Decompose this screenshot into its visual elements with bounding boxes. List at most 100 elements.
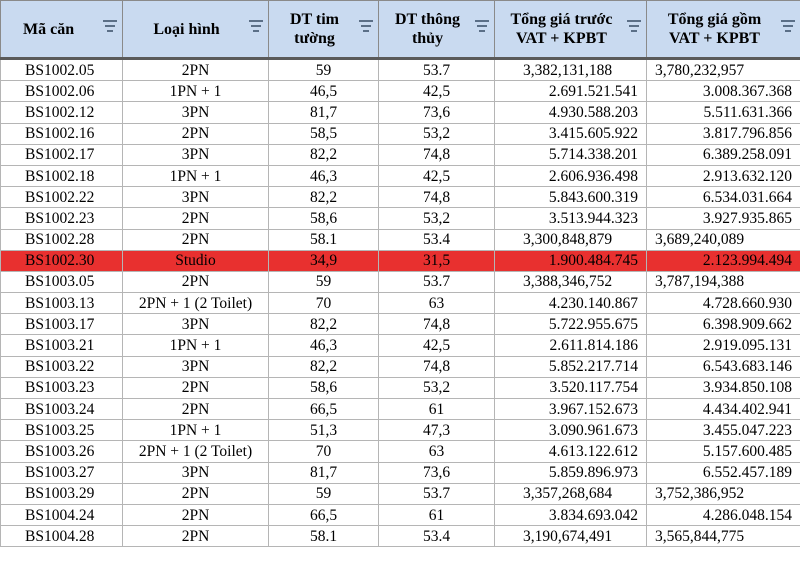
cell-ma-can[interactable]: BS1002.23: [0, 207, 123, 230]
cell-ma-can[interactable]: BS1002.12: [0, 101, 123, 124]
cell-dt-tim-tuong[interactable]: 82,2: [268, 313, 379, 336]
table-row-highlighted[interactable]: BS1002.30 Studio 34,9 31,5 1.900.484.745 2.12…: [0, 249, 800, 272]
table-row[interactable]: BS1003.23 2PN 58,6 53,2 3.520.117.754 3.934.8…: [0, 376, 800, 400]
cell-dt-tim-tuong[interactable]: 59: [268, 57, 379, 82]
cell-ma-can[interactable]: BS1002.28: [0, 228, 123, 251]
cell-loai-hinh[interactable]: 2PN + 1 (2 Toilet): [122, 440, 269, 463]
cell-gia-gom-vat[interactable]: 5.157.600.485: [646, 440, 800, 463]
cell-dt-thong-thuy[interactable]: 61: [378, 397, 495, 421]
cell-ma-can[interactable]: BS1002.30: [0, 249, 123, 272]
cell-ma-can[interactable]: BS1002.06: [0, 80, 123, 103]
cell-dt-tim-tuong[interactable]: 34,9: [268, 249, 379, 272]
filter-icon[interactable]: [358, 20, 373, 34]
cell-gia-gom-vat[interactable]: 3.455.047.223: [646, 419, 800, 442]
cell-dt-thong-thuy[interactable]: 53,2: [378, 376, 495, 400]
cell-dt-tim-tuong[interactable]: 66,5: [268, 503, 379, 527]
cell-gia-gom-vat[interactable]: 3,689,240,089: [646, 228, 800, 251]
cell-loai-hinh[interactable]: 3PN: [122, 313, 269, 336]
cell-ma-can[interactable]: BS1002.18: [0, 164, 123, 188]
cell-loai-hinh[interactable]: 2PN: [122, 228, 269, 251]
table-row[interactable]: BS1003.25 1PN + 1 51,3 47,3 3.090.961.673 3.4…: [0, 419, 800, 442]
cell-ma-can[interactable]: BS1003.05: [0, 270, 123, 294]
cell-gia-gom-vat[interactable]: 3,780,232,957: [646, 57, 800, 82]
cell-dt-thong-thuy[interactable]: 42,5: [378, 80, 495, 103]
cell-dt-thong-thuy[interactable]: 42,5: [378, 164, 495, 188]
table-row[interactable]: BS1003.27 3PN 81,7 73,6 5.859.896.973 6.552.4…: [0, 461, 800, 484]
cell-ma-can[interactable]: BS1003.26: [0, 440, 123, 463]
cell-ma-can[interactable]: BS1003.25: [0, 419, 123, 442]
cell-loai-hinh[interactable]: 3PN: [122, 355, 269, 378]
cell-dt-tim-tuong[interactable]: 81,7: [268, 101, 379, 124]
cell-ma-can[interactable]: BS1003.22: [0, 355, 123, 378]
cell-ma-can[interactable]: BS1003.27: [0, 461, 123, 484]
cell-gia-gom-vat[interactable]: 3,787,194,388: [646, 270, 800, 294]
cell-ma-can[interactable]: BS1003.13: [0, 292, 123, 315]
cell-loai-hinh[interactable]: 3PN: [122, 461, 269, 484]
table-row[interactable]: BS1004.28 2PN 58.1 53.4 3,190,674,491 3,565,8…: [0, 525, 800, 548]
table-row[interactable]: BS1004.24 2PN 66,5 61 3.834.693.042 4.286.048…: [0, 503, 800, 527]
cell-loai-hinh[interactable]: 1PN + 1: [122, 80, 269, 103]
cell-dt-tim-tuong[interactable]: 82,2: [268, 355, 379, 378]
filter-icon[interactable]: [626, 20, 641, 34]
cell-gia-gom-vat[interactable]: 6.398.909.662: [646, 313, 800, 336]
cell-dt-tim-tuong[interactable]: 58.1: [268, 228, 379, 251]
cell-loai-hinh[interactable]: Studio: [122, 249, 269, 272]
cell-gia-gom-vat[interactable]: 6.534.031.664: [646, 186, 800, 209]
table-row[interactable]: BS1002.18 1PN + 1 46,3 42,5 2.606.936.498 2.9…: [0, 164, 800, 188]
cell-loai-hinh[interactable]: 1PN + 1: [122, 164, 269, 188]
cell-gia-gom-vat[interactable]: 4.286.048.154: [646, 503, 800, 527]
cell-dt-tim-tuong[interactable]: 58,6: [268, 207, 379, 230]
cell-dt-thong-thuy[interactable]: 73,6: [378, 461, 495, 484]
cell-loai-hinh[interactable]: 2PN: [122, 525, 269, 548]
cell-gia-gom-vat[interactable]: 4.434.402.941: [646, 397, 800, 421]
table-row[interactable]: BS1002.05 2PN 59 53.7 3,382,131,188 3,780,232…: [0, 57, 800, 82]
cell-loai-hinh[interactable]: 3PN: [122, 186, 269, 209]
cell-dt-tim-tuong[interactable]: 58.1: [268, 525, 379, 548]
cell-gia-gom-vat[interactable]: 3,752,386,952: [646, 482, 800, 505]
cell-loai-hinh[interactable]: 2PN: [122, 207, 269, 230]
cell-loai-hinh[interactable]: 2PN + 1 (2 Toilet): [122, 292, 269, 315]
cell-gia-gom-vat[interactable]: 2.123.994.494: [646, 249, 800, 272]
cell-dt-thong-thuy[interactable]: 53.7: [378, 482, 495, 505]
cell-ma-can[interactable]: BS1004.24: [0, 503, 123, 527]
table-row[interactable]: BS1003.05 2PN 59 53.7 3,388,346,752 3,787,194…: [0, 270, 800, 294]
cell-dt-tim-tuong[interactable]: 70: [268, 440, 379, 463]
cell-dt-thong-thuy[interactable]: 53,2: [378, 122, 495, 145]
cell-gia-truoc-vat[interactable]: 3.834.693.042: [494, 503, 647, 527]
cell-loai-hinh[interactable]: 2PN: [122, 270, 269, 294]
cell-loai-hinh[interactable]: 2PN: [122, 503, 269, 527]
cell-gia-truoc-vat[interactable]: 3,382,131,188: [494, 57, 647, 82]
table-row[interactable]: BS1003.26 2PN + 1 (2 Toilet) 70 63 4.613.122…: [0, 440, 800, 463]
cell-dt-tim-tuong[interactable]: 66,5: [268, 397, 379, 421]
table-row[interactable]: BS1002.16 2PN 58,5 53,2 3.415.605.922 3.817.7…: [0, 122, 800, 145]
cell-gia-truoc-vat[interactable]: 2.606.936.498: [494, 164, 647, 188]
cell-gia-gom-vat[interactable]: 2.913.632.120: [646, 164, 800, 188]
cell-gia-truoc-vat[interactable]: 5.714.338.201: [494, 143, 647, 166]
cell-loai-hinh[interactable]: 3PN: [122, 101, 269, 124]
cell-ma-can[interactable]: BS1004.28: [0, 525, 123, 548]
cell-dt-thong-thuy[interactable]: 53.4: [378, 525, 495, 548]
cell-ma-can[interactable]: BS1003.23: [0, 376, 123, 400]
cell-gia-truoc-vat[interactable]: 5.843.600.319: [494, 186, 647, 209]
cell-dt-thong-thuy[interactable]: 53.4: [378, 228, 495, 251]
table-row[interactable]: BS1002.12 3PN 81,7 73,6 4.930.588.203 5.511.6…: [0, 101, 800, 124]
cell-loai-hinh[interactable]: 2PN: [122, 57, 269, 82]
cell-dt-tim-tuong[interactable]: 46,3: [268, 164, 379, 188]
filter-icon[interactable]: [474, 20, 489, 34]
cell-dt-tim-tuong[interactable]: 59: [268, 270, 379, 294]
cell-gia-truoc-vat[interactable]: 3,357,268,684: [494, 482, 647, 505]
cell-ma-can[interactable]: BS1003.17: [0, 313, 123, 336]
cell-loai-hinh[interactable]: 1PN + 1: [122, 334, 269, 357]
table-row[interactable]: BS1003.21 1PN + 1 46,3 42,5 2.611.814.186 2.9…: [0, 334, 800, 357]
cell-dt-thong-thuy[interactable]: 61: [378, 503, 495, 527]
cell-dt-tim-tuong[interactable]: 59: [268, 482, 379, 505]
cell-gia-gom-vat[interactable]: 5.511.631.366: [646, 101, 800, 124]
cell-ma-can[interactable]: BS1003.29: [0, 482, 123, 505]
cell-gia-gom-vat[interactable]: 2.919.095.131: [646, 334, 800, 357]
cell-gia-truoc-vat[interactable]: 5.722.955.675: [494, 313, 647, 336]
cell-gia-gom-vat[interactable]: 6.543.683.146: [646, 355, 800, 378]
cell-gia-truoc-vat[interactable]: 5.859.896.973: [494, 461, 647, 484]
table-row[interactable]: BS1002.23 2PN 58,6 53,2 3.513.944.323 3.927.9…: [0, 207, 800, 230]
cell-dt-thong-thuy[interactable]: 63: [378, 292, 495, 315]
cell-gia-gom-vat[interactable]: 6.552.457.189: [646, 461, 800, 484]
